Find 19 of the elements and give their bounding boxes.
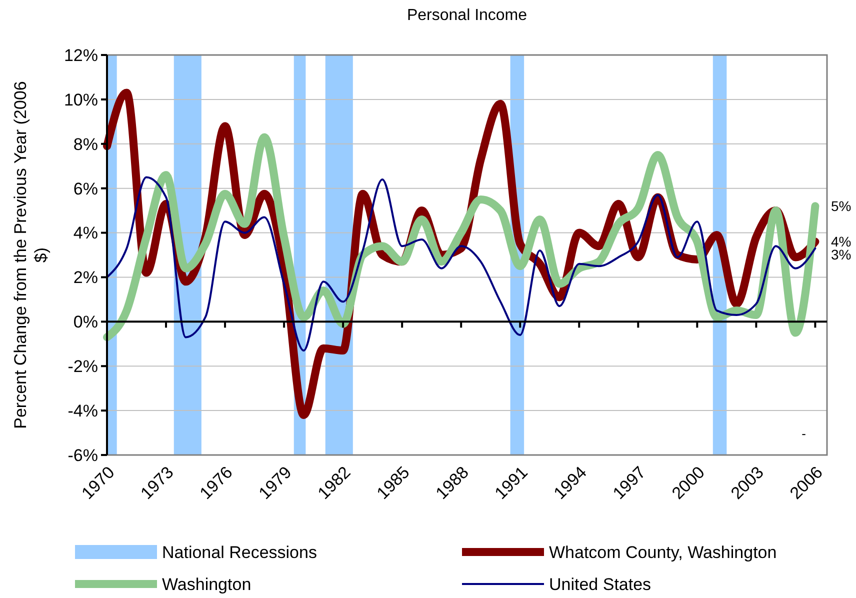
legend-label: United States bbox=[549, 574, 652, 594]
y-tick-label: -2% bbox=[68, 357, 98, 376]
y-tick-label: -4% bbox=[68, 402, 98, 421]
y-tick-label: 4% bbox=[73, 224, 98, 243]
data-label: 5% bbox=[831, 198, 852, 214]
y-tick-label: 0% bbox=[73, 312, 98, 332]
legend-label: Whatcom County, Washington bbox=[549, 542, 777, 562]
y-tick-label: -6% bbox=[68, 446, 98, 465]
y-axis-title: Percent Change from the Previous Year (2006 $) bbox=[11, 81, 50, 429]
annotation: - bbox=[802, 426, 806, 441]
y-tick-label: 12% bbox=[64, 46, 98, 65]
line-series bbox=[106, 176, 816, 352]
y-tick-label: 2% bbox=[73, 268, 98, 288]
legend-label: National Recessions bbox=[162, 542, 317, 562]
legend-label: Washington bbox=[162, 574, 252, 594]
y-tick-label: 8% bbox=[73, 134, 98, 154]
chart-title: Personal Income bbox=[406, 7, 528, 24]
y-tick-label: 6% bbox=[73, 179, 98, 198]
y-tick-label: 10% bbox=[64, 90, 98, 110]
